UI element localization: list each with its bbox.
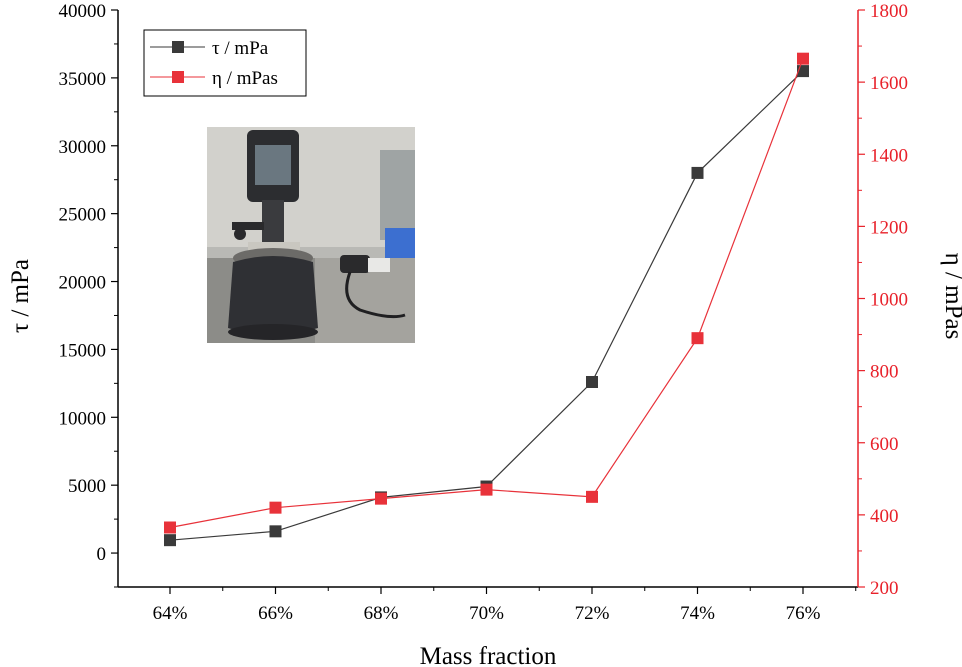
left-tick-label: 15000 bbox=[59, 340, 107, 361]
x-tick-label: 72% bbox=[575, 603, 610, 624]
right-tick-label: 200 bbox=[870, 578, 899, 599]
right-axis: 200 400 600 800 1000 1200 1400 1600 1800 bbox=[858, 1, 908, 599]
x-tick-label: 64% bbox=[153, 603, 188, 624]
x-axis-title: Mass fraction bbox=[420, 643, 557, 667]
right-tick-label: 1400 bbox=[870, 145, 908, 166]
x-axis: 64% 66% 68% 70% 72% 74% 76% bbox=[153, 587, 857, 624]
right-tick-label: 1600 bbox=[870, 73, 908, 94]
right-tick-label: 1800 bbox=[870, 1, 908, 22]
x-tick-label: 70% bbox=[469, 603, 504, 624]
data-point bbox=[164, 521, 176, 534]
left-tick-label: 20000 bbox=[59, 273, 107, 294]
data-point bbox=[691, 166, 704, 179]
right-tick-label: 800 bbox=[870, 362, 899, 383]
legend: τ / mPa η / mPas bbox=[143, 29, 307, 97]
legend-label-tau: τ / mPa bbox=[212, 38, 269, 59]
data-point bbox=[797, 52, 809, 65]
x-tick-label: 76% bbox=[786, 603, 821, 624]
left-tick-label: 30000 bbox=[59, 137, 107, 158]
left-tick-label: 35000 bbox=[59, 69, 107, 90]
right-tick-label: 1000 bbox=[870, 290, 908, 311]
right-axis-title: η / mPas bbox=[940, 253, 962, 340]
data-point bbox=[586, 490, 598, 503]
legend-marker-eta bbox=[172, 71, 184, 83]
x-tick-label: 68% bbox=[364, 603, 399, 624]
data-point bbox=[269, 525, 282, 538]
left-tick-label: 0 bbox=[97, 544, 107, 565]
left-tick-label: 25000 bbox=[59, 205, 107, 226]
right-tick-label: 400 bbox=[870, 506, 899, 527]
legend-marker-tau bbox=[172, 41, 184, 53]
right-tick-label: 1200 bbox=[870, 217, 908, 238]
x-tick-label: 66% bbox=[258, 603, 293, 624]
rheometer-photo bbox=[207, 127, 415, 343]
left-axis: 0 5000 10000 15000 20000 25000 30000 35000 40000 bbox=[59, 1, 118, 588]
right-tick-label: 600 bbox=[870, 434, 899, 455]
left-axis-title: τ / mPa bbox=[7, 259, 34, 333]
data-point bbox=[269, 501, 282, 514]
left-tick-label: 10000 bbox=[59, 408, 107, 429]
data-point bbox=[480, 483, 493, 496]
data-point bbox=[375, 492, 387, 505]
data-point bbox=[691, 332, 704, 345]
left-tick-label: 40000 bbox=[59, 1, 107, 22]
data-point bbox=[164, 534, 176, 547]
x-tick-label: 74% bbox=[680, 603, 715, 624]
data-point bbox=[586, 375, 598, 388]
left-tick-label: 5000 bbox=[68, 476, 106, 497]
legend-label-eta: η / mPas bbox=[212, 68, 278, 89]
